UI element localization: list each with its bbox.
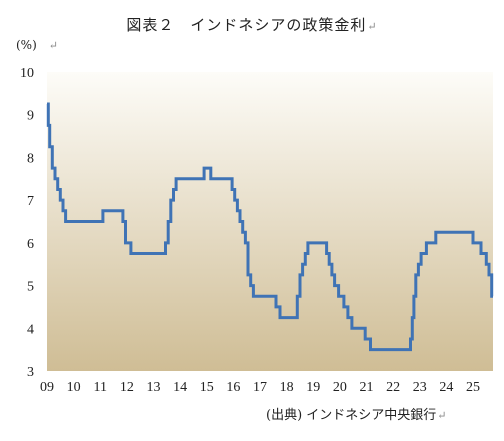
- y-tick-label: 8: [27, 151, 34, 166]
- return-mark: ↵: [367, 20, 378, 33]
- y-tick-label: 10: [20, 66, 34, 81]
- y-axis-label: (%) ↵: [16, 38, 58, 52]
- y-tick-label: 4: [27, 322, 34, 337]
- x-tick-label: 09: [40, 380, 54, 395]
- x-tick-label: 23: [413, 380, 427, 395]
- chart-title: 図表２ インドネシアの政策金利↵: [126, 16, 378, 34]
- return-mark: ↵: [437, 409, 447, 422]
- x-tick-label: 24: [439, 380, 453, 395]
- y-tick-label: 7: [27, 194, 34, 209]
- x-tick-label: 14: [173, 380, 187, 395]
- x-tick-label: 22: [386, 380, 400, 395]
- x-tick-label: 13: [147, 380, 161, 395]
- x-tick-label: 19: [306, 380, 320, 395]
- y-tick-label: 6: [27, 237, 34, 252]
- x-tick-label: 11: [94, 380, 107, 395]
- y-tick-label: 5: [27, 280, 34, 295]
- x-tick-label: 16: [226, 380, 240, 395]
- x-tick-label: 17: [253, 380, 267, 395]
- x-tick-label: 18: [280, 380, 294, 395]
- x-tick-label: 20: [333, 380, 347, 395]
- x-tick-label: 10: [67, 380, 81, 395]
- series-line-policy-rate: [46, 102, 494, 352]
- y-tick-label: 3: [27, 365, 34, 380]
- x-tick-label: 21: [360, 380, 374, 395]
- source-note: (出典) インドネシア中央銀行↵: [266, 408, 447, 423]
- return-mark: ↵: [48, 39, 58, 52]
- y-tick-label: 9: [27, 109, 34, 124]
- plot-area: [47, 72, 493, 371]
- x-tick-label: 15: [200, 380, 214, 395]
- x-tick-label: 12: [120, 380, 134, 395]
- x-tick-label: 25: [466, 380, 480, 395]
